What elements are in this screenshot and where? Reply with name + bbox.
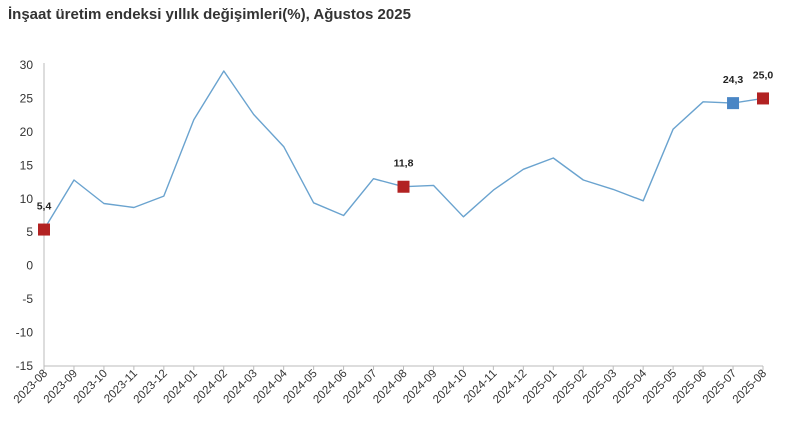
y-tick-label: -10	[16, 326, 34, 340]
y-tick-label: 5	[26, 225, 33, 239]
x-tick-label: 2025-08	[731, 368, 769, 406]
highlight-marker	[38, 223, 50, 236]
series-line	[43, 70, 764, 230]
data-label: 5,4	[37, 201, 52, 213]
y-tick-label: 15	[20, 158, 34, 172]
y-tick-label: 25	[20, 91, 34, 105]
y-tick-label: 30	[20, 58, 34, 72]
y-tick-label: -15	[16, 359, 34, 373]
data-label: 11,8	[394, 158, 414, 170]
highlight-marker	[397, 180, 410, 193]
data-label: 25,0	[753, 69, 774, 81]
y-tick-label: -5	[22, 292, 33, 306]
highlight-marker	[757, 92, 769, 105]
y-tick-label: 20	[20, 125, 34, 139]
y-tick-label: 0	[26, 259, 33, 273]
chart-title: İnşaat üretim endeksi yıllık değişimleri…	[8, 6, 411, 23]
highlight-marker	[727, 97, 740, 110]
y-tick-label: 10	[20, 192, 34, 206]
data-label: 24,3	[723, 74, 744, 86]
